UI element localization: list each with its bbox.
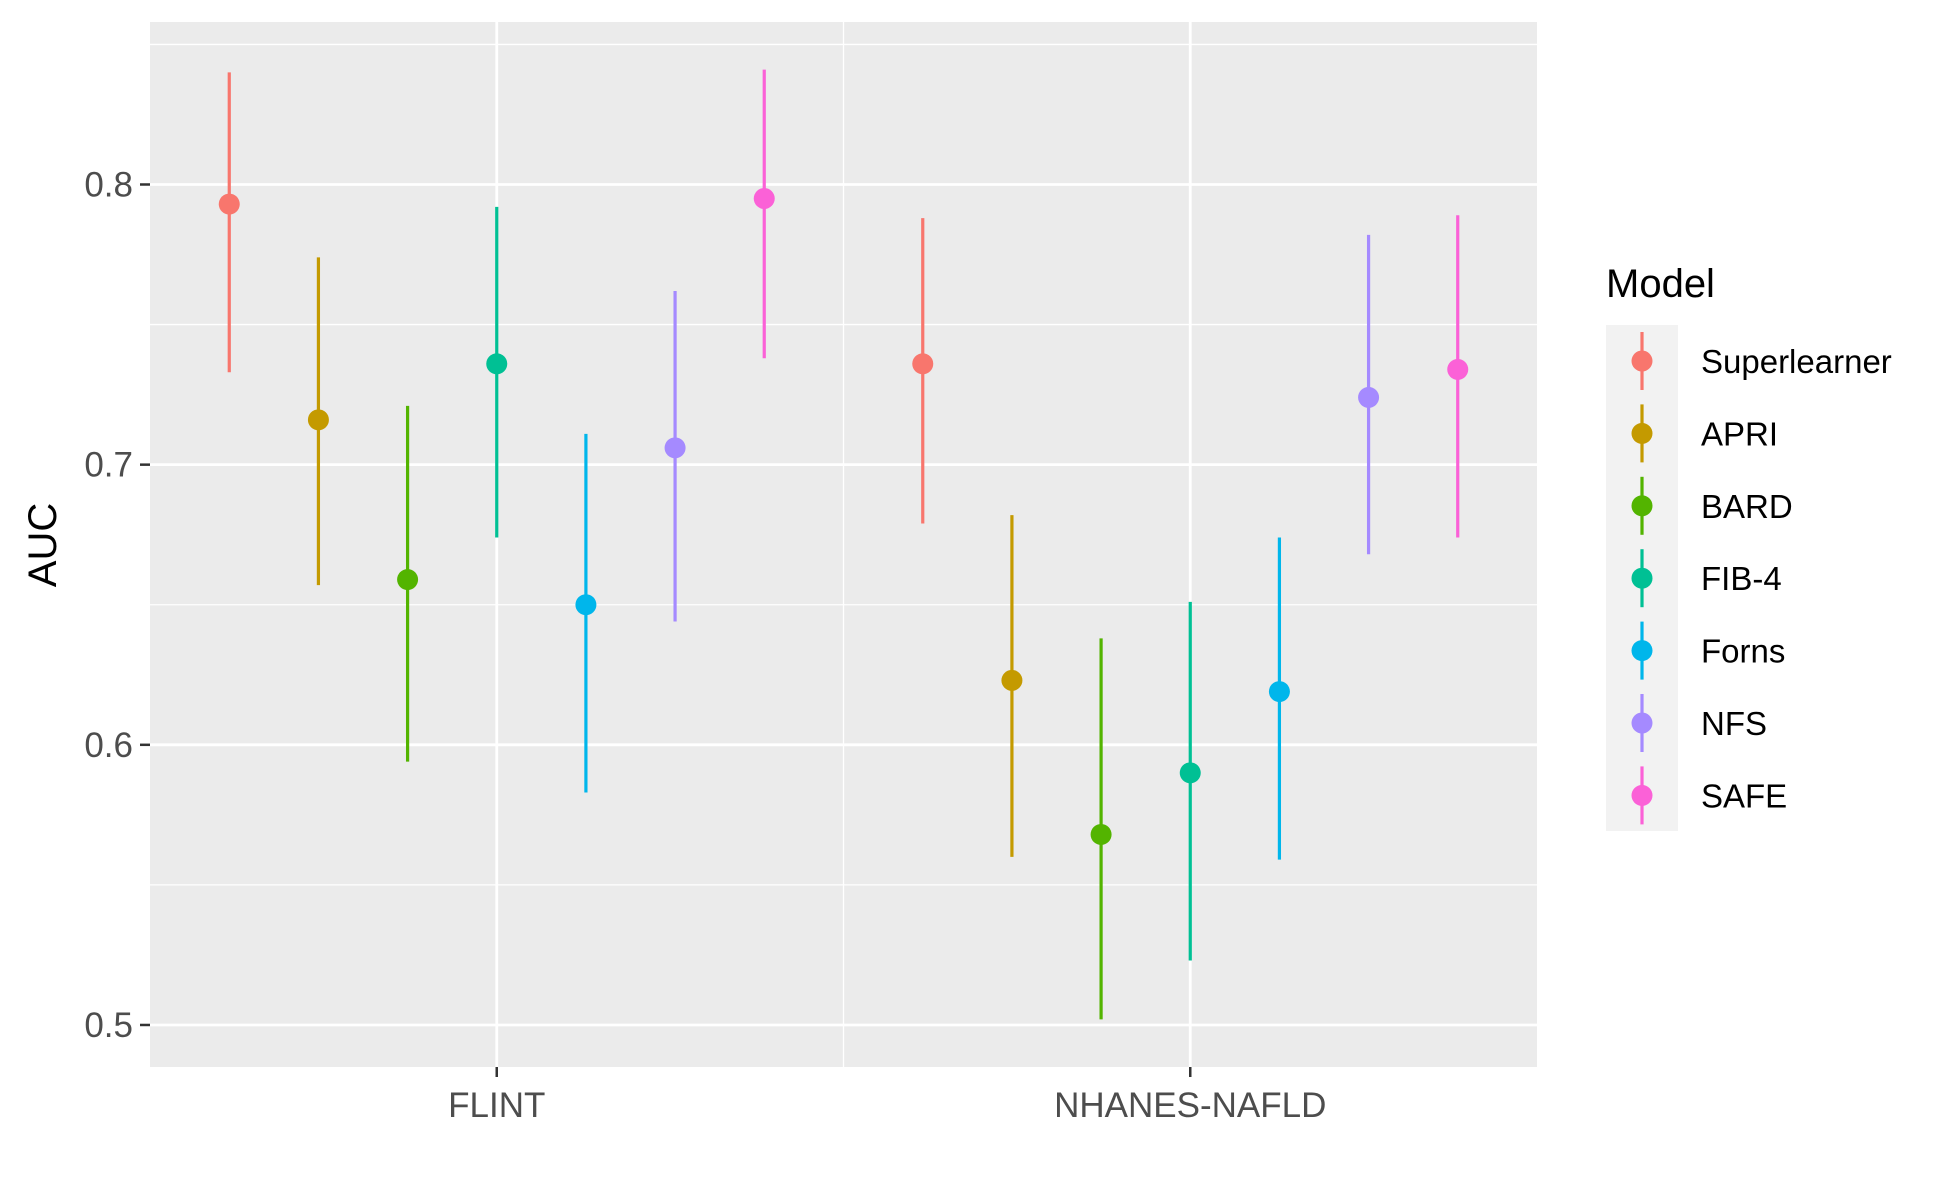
data-point (664, 437, 686, 459)
x-tick-label: NHANES-NAFLD (1054, 1086, 1326, 1125)
data-point (397, 569, 419, 591)
data-point (753, 188, 775, 210)
legend-label: APRI (1701, 415, 1778, 452)
data-point (1358, 386, 1380, 408)
y-tick-label: 0.6 (84, 726, 133, 765)
data-point (218, 193, 240, 215)
data-point (307, 409, 329, 431)
legend-label: FIB-4 (1701, 560, 1782, 597)
data-point (1001, 669, 1023, 691)
data-marks (218, 69, 1469, 1020)
data-point (912, 353, 934, 375)
y-axis-title: AUC (21, 503, 65, 587)
legend-key-point (1631, 495, 1653, 517)
legend-title: Model (1606, 262, 1715, 306)
legend-label: Superlearner (1701, 343, 1892, 380)
axes: 0.5 0.6 0.7 0.8 FLINT NHANES-NAFLD (84, 165, 1326, 1125)
legend-label: SAFE (1701, 777, 1787, 814)
x-tick-label: FLINT (448, 1086, 545, 1125)
legend-key-point (1631, 422, 1653, 444)
y-tick-label: 0.7 (84, 446, 133, 485)
y-tick-label: 0.8 (84, 165, 133, 204)
legend: Model Superlearner APRI BARD FIB-4 Forns NFS S… (1606, 262, 1892, 831)
data-point (1179, 762, 1201, 784)
legend-key-point (1631, 712, 1653, 734)
legend-label: Forns (1701, 633, 1785, 670)
data-point (1268, 681, 1290, 703)
data-point (1447, 358, 1469, 380)
data-point (575, 594, 597, 616)
legend-key-point (1631, 350, 1653, 372)
legend-key-point (1631, 784, 1653, 806)
data-point (486, 353, 508, 375)
legend-key-point (1631, 567, 1653, 589)
y-tick-label: 0.5 (84, 1006, 133, 1045)
legend-label: BARD (1701, 488, 1793, 525)
legend-label: NFS (1701, 705, 1767, 742)
data-point (1090, 823, 1112, 845)
legend-key-point (1631, 640, 1653, 662)
